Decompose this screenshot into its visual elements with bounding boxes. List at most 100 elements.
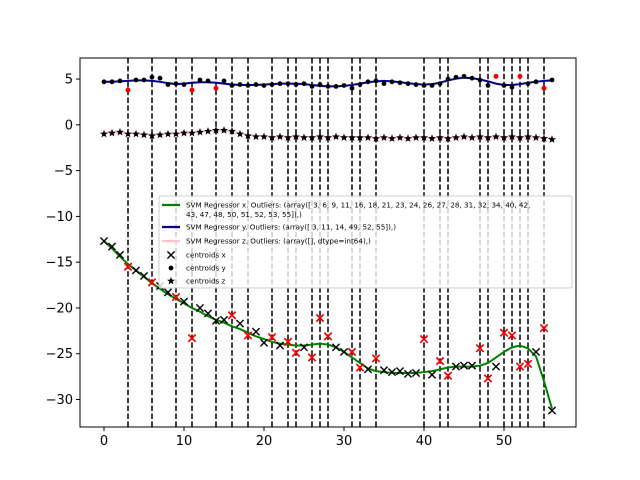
centroid-y-point	[389, 79, 395, 85]
centroid-x-point	[179, 297, 189, 306]
legend-label-continued: 43, 47, 48, 50, 51, 52, 53, 55]),)	[186, 210, 302, 219]
centroid-y-point	[237, 82, 243, 87]
outlier-x-point	[267, 333, 277, 342]
centroid-x-point	[195, 303, 205, 313]
centroid-y-point	[341, 83, 347, 88]
centroid-y-point	[245, 83, 251, 88]
centroid-y-point	[405, 81, 411, 87]
centroid-x-point	[99, 237, 109, 246]
centroid-y-point	[205, 78, 211, 84]
outlier-x-point	[475, 344, 485, 353]
outlier-x-point	[315, 313, 325, 323]
x-tick-label: 30	[336, 434, 353, 449]
centroid-z-point	[364, 133, 372, 142]
centroid-x-point	[219, 315, 229, 324]
centroid-z-point	[428, 134, 436, 142]
plot-frame	[79, 57, 577, 428]
centroid-z-point	[388, 134, 396, 142]
centroid-y-point	[293, 82, 299, 87]
centroid-x-point	[107, 242, 117, 251]
centroid-x-point	[547, 406, 557, 415]
centroid-z-point	[348, 133, 356, 142]
legend-handle	[167, 276, 175, 285]
centroid-z-point	[380, 133, 388, 142]
centroid-y-point	[333, 83, 339, 89]
centroid-z-point	[492, 132, 500, 141]
outlier-x-point	[283, 337, 293, 347]
legend-label: centroids y	[186, 264, 227, 273]
centroid-z-point	[324, 133, 332, 142]
centroid-z-point	[228, 127, 236, 135]
centroid-x-point	[403, 369, 413, 378]
centroid-z-point	[396, 133, 404, 142]
centroid-z-point	[404, 134, 412, 142]
centroid-z-point	[204, 127, 212, 135]
centroid-z-point	[316, 132, 324, 141]
legend-label: SVM Regressor z. Outliers: (array([], dt…	[186, 237, 371, 246]
centroid-y-point	[533, 79, 539, 85]
centroid-x-point	[331, 343, 341, 352]
centroid-y-point	[101, 79, 107, 85]
centroid-z-point	[188, 128, 196, 137]
centroid-y-point	[285, 81, 291, 87]
outlier-y-point	[213, 85, 219, 91]
legend: SVM Regressor x. Outliers: (array([ 3, 6…	[158, 195, 573, 289]
centroid-z-point	[244, 131, 252, 140]
centroid-y-point	[277, 81, 283, 87]
centroid-y-point	[165, 82, 171, 87]
centroid-y-point	[469, 75, 475, 81]
centroid-z-point	[180, 128, 188, 137]
centroid-z-point	[236, 129, 244, 138]
centroid-y-point	[501, 83, 507, 88]
centroid-y-point	[421, 83, 427, 88]
centroid-y-point	[269, 82, 275, 87]
x-tick-label: 0	[100, 434, 108, 449]
centroid-z-point	[476, 132, 484, 141]
outlier-x-point	[227, 311, 237, 320]
centroid-y-point	[325, 83, 331, 89]
centroid-y-point	[133, 77, 139, 83]
outlier-x-point	[323, 332, 333, 341]
outlier-x-point	[443, 371, 453, 380]
centroid-y-point	[173, 81, 179, 87]
x-tick-label: 50	[496, 434, 513, 449]
centroid-y-point	[437, 81, 443, 87]
centroid-x-point	[259, 338, 269, 347]
centroid-z-point	[540, 134, 548, 142]
centroid-z-point	[436, 133, 444, 142]
centroid-y-point	[445, 76, 451, 82]
centroid-x-point	[275, 341, 285, 350]
centroid-y-point	[157, 75, 163, 81]
outlier-y-point	[125, 87, 131, 93]
legend-handle	[166, 250, 176, 260]
centroid-z-point	[484, 133, 492, 142]
centroid-y-point	[357, 82, 363, 87]
centroid-z-point	[412, 133, 420, 142]
outlier-x-point	[523, 359, 533, 368]
centroid-z-point	[524, 132, 532, 141]
centroid-y-point	[485, 83, 491, 88]
y-tick-label: −30	[46, 393, 73, 408]
centroid-z-point	[156, 130, 164, 139]
outlier-x-point	[515, 362, 525, 371]
outlier-x-point	[147, 278, 157, 287]
centroid-y-point	[413, 82, 419, 87]
centroid-z-point	[284, 133, 292, 142]
centroid-y-point	[221, 78, 227, 84]
centroid-y-point	[261, 83, 267, 88]
centroid-y-point	[453, 74, 459, 80]
centroid-y-point	[301, 81, 307, 87]
centroid-z-point	[332, 132, 340, 141]
centroid-z-point	[268, 133, 276, 142]
centroid-x-point	[531, 347, 541, 357]
outlier-x-point	[291, 348, 301, 357]
centroid-x-point	[387, 367, 397, 377]
centroid-y-point	[317, 82, 323, 87]
outlier-y-point	[493, 73, 499, 79]
legend-handle	[168, 265, 174, 271]
centroid-x-point	[131, 266, 141, 275]
outlier-x-point	[507, 331, 517, 340]
centroid-z-point	[452, 133, 460, 142]
x-axis: 0 10 20 30 40 50	[100, 427, 512, 449]
